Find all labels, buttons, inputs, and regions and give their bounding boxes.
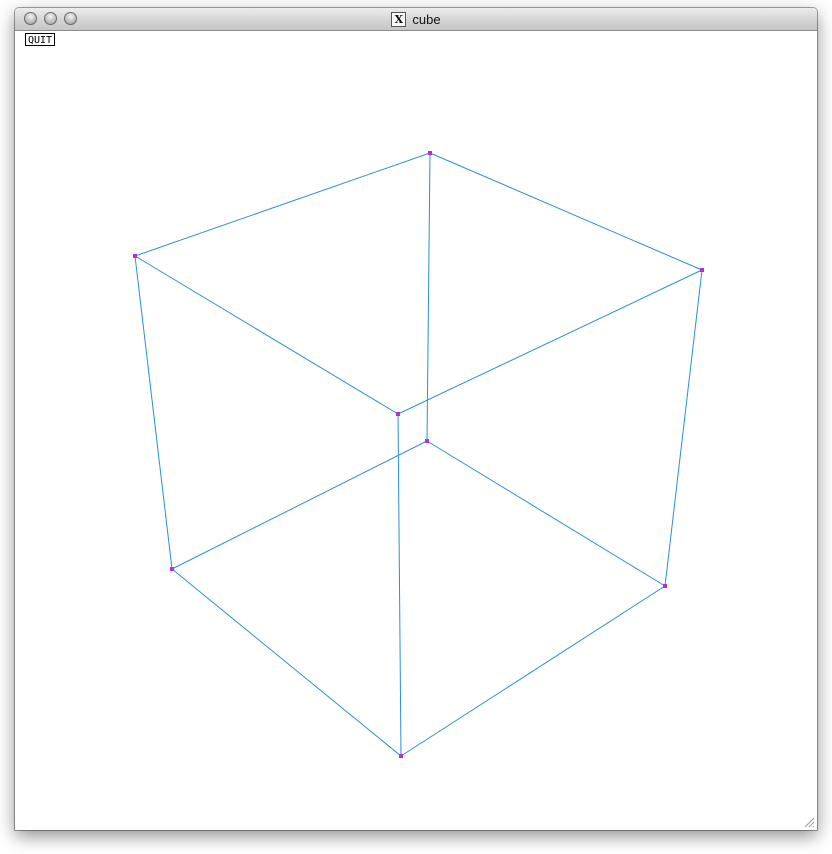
cube-edge xyxy=(134,255,173,570)
cube-edge xyxy=(134,152,431,257)
cube-edge xyxy=(426,440,666,587)
resize-grip-icon[interactable] xyxy=(803,816,815,828)
cube-edge xyxy=(171,568,402,757)
cube-edge xyxy=(397,269,703,415)
cube-vertex xyxy=(133,254,137,258)
cube-edge xyxy=(134,255,399,415)
x11-icon: X xyxy=(391,11,407,27)
cube-edge xyxy=(400,585,666,757)
close-button[interactable] xyxy=(24,12,37,25)
cube-edge xyxy=(426,152,431,442)
cube-vertex xyxy=(663,584,667,588)
drawing-canvas[interactable]: QUIT xyxy=(15,31,817,830)
cube-edge xyxy=(664,269,703,587)
title-bar[interactable]: X cube xyxy=(15,8,817,31)
cube-vertex xyxy=(170,567,174,571)
title-group: X cube xyxy=(15,8,817,30)
zoom-button[interactable] xyxy=(64,12,77,25)
cube-vertex xyxy=(700,268,704,272)
cube-edge xyxy=(171,440,428,570)
cube-vertex xyxy=(396,412,400,416)
app-window: X cube QUIT xyxy=(15,8,817,830)
minimize-button[interactable] xyxy=(44,12,57,25)
cube-vertex xyxy=(399,754,403,758)
cube-edge xyxy=(397,413,402,757)
window-title: cube xyxy=(412,11,441,27)
cube-vertex xyxy=(425,439,429,443)
cube-drawing xyxy=(133,151,704,758)
cube-vertex xyxy=(428,151,432,155)
quit-button[interactable]: QUIT xyxy=(25,33,56,46)
cube-edge xyxy=(429,152,703,271)
